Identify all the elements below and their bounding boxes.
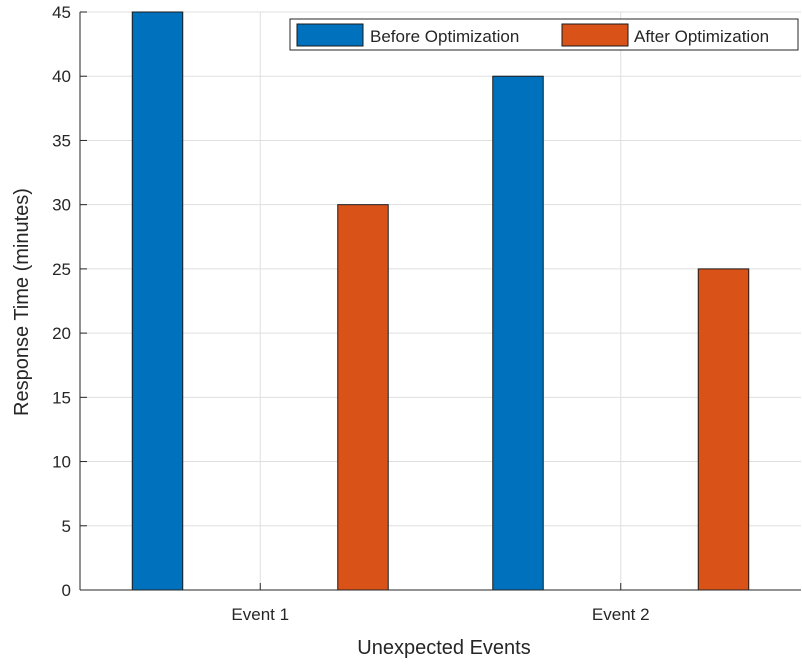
legend-swatch [561, 23, 629, 47]
y-tick-label: 40 [52, 67, 71, 86]
y-tick-label: 25 [52, 260, 71, 279]
legend-swatch [296, 23, 364, 47]
y-tick-label: 10 [52, 453, 71, 472]
y-tick-label: 45 [52, 3, 71, 22]
x-tick-label: Event 1 [231, 605, 289, 624]
bars [131, 11, 750, 591]
y-tick-label: 20 [52, 324, 71, 343]
bar [337, 204, 389, 591]
y-tick-label: 5 [62, 517, 71, 536]
legend: Before Optimization After Optimization [289, 18, 799, 51]
legend-box [289, 18, 799, 51]
y-tick-label: 35 [52, 131, 71, 150]
legend-label: Before Optimization [370, 27, 519, 46]
legend-label: After Optimization [634, 27, 769, 46]
x-tick-label: Event 2 [592, 605, 650, 624]
bar [492, 75, 544, 591]
bar [131, 11, 184, 591]
axes [79, 11, 801, 591]
y-axis-title: Response Time (minutes) [11, 188, 33, 416]
tick-labels: 0 5 10 15 20 25 30 35 40 45 Event 1 Event 2 [52, 3, 650, 624]
y-tick-label: 0 [62, 581, 71, 600]
y-tick-label: 15 [52, 388, 71, 407]
x-axis-title: Unexpected Events [357, 637, 530, 659]
grid-lines [80, 11, 801, 591]
bar [697, 268, 750, 591]
y-tick-label: 30 [52, 196, 71, 215]
